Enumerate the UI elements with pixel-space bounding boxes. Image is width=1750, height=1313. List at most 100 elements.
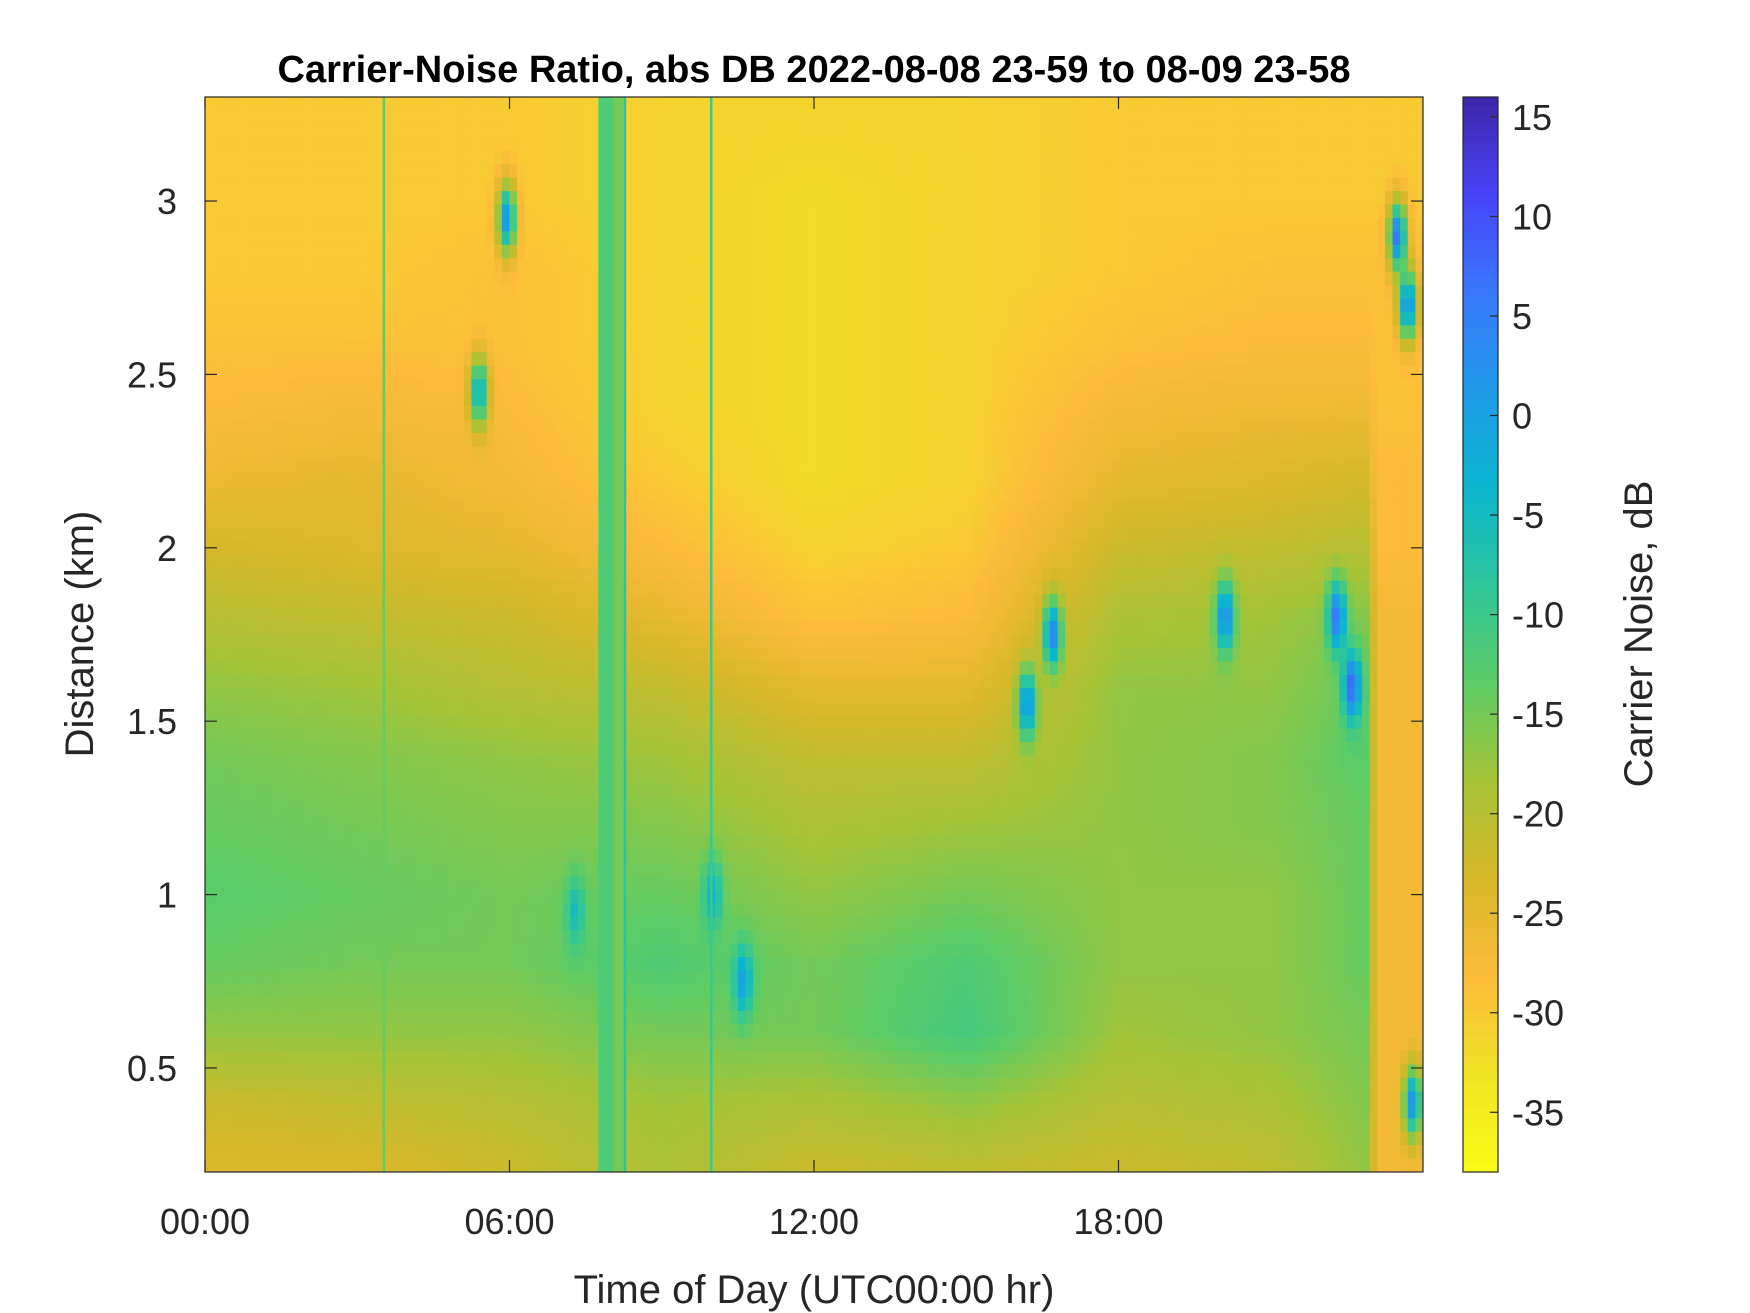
heatmap-cell (509, 177, 518, 192)
heatmap-cell (395, 379, 404, 394)
heatmap-cell (539, 164, 549, 179)
heatmap-cell (753, 123, 762, 138)
heatmap-cell (699, 338, 709, 353)
heatmap-cell (410, 217, 419, 232)
heatmap-cell (1004, 191, 1013, 206)
heatmap-cell (570, 500, 579, 515)
heatmap-cell (326, 406, 336, 421)
heatmap-cell (296, 500, 305, 515)
heatmap-cell (479, 513, 488, 528)
heatmap-cell (1103, 406, 1112, 421)
heatmap-cell (1171, 150, 1180, 165)
heatmap-cell (418, 191, 427, 206)
heatmap-cell (486, 459, 495, 474)
heatmap-cell (547, 204, 556, 219)
heatmap-cell (532, 285, 541, 300)
heatmap-cell (1133, 164, 1142, 179)
heatmap-cell (867, 338, 876, 353)
heatmap-cell (638, 150, 648, 165)
heatmap-cell (821, 473, 830, 488)
heatmap-cell (844, 338, 853, 353)
heatmap-cell (1263, 271, 1272, 286)
heatmap-cell (867, 325, 876, 340)
heatmap-cell (912, 231, 922, 246)
heatmap-cell (585, 164, 594, 179)
heatmap-cell (562, 97, 571, 112)
heatmap-cell (402, 312, 412, 327)
heatmap-cell (715, 231, 724, 246)
heatmap-cell (486, 338, 495, 353)
heatmap-cell (783, 137, 792, 152)
heatmap-cell (1118, 258, 1127, 273)
heatmap-cell (494, 231, 503, 246)
heatmap-cell (836, 365, 846, 380)
heatmap-cell (250, 432, 259, 447)
heatmap-cell (1407, 150, 1416, 165)
heatmap-cell (1187, 177, 1196, 192)
heatmap-cell (1263, 432, 1272, 447)
heatmap-cell (890, 459, 899, 474)
heatmap-cell (1049, 258, 1059, 273)
heatmap-cell (753, 392, 762, 407)
heatmap-cell (1308, 231, 1318, 246)
heatmap-cell (669, 191, 678, 206)
heatmap-cell (395, 513, 404, 528)
heatmap-cell (593, 446, 602, 461)
heatmap-cell (737, 432, 747, 447)
heatmap-cell (1004, 244, 1013, 259)
heatmap-cell (1171, 110, 1180, 125)
heatmap-cell (1225, 459, 1234, 474)
heatmap-cell (1103, 137, 1112, 152)
heatmap-cell (1293, 312, 1302, 327)
heatmap-cell (372, 500, 381, 515)
heatmap-cell (402, 258, 412, 273)
heatmap-cell (882, 325, 891, 340)
heatmap-cell (364, 97, 374, 112)
heatmap-cell (1148, 312, 1158, 327)
heatmap-cell (418, 298, 427, 313)
heatmap-cell (570, 110, 579, 125)
heatmap-cell (1384, 325, 1394, 340)
heatmap-cell (973, 432, 983, 447)
heatmap-cell (258, 110, 267, 125)
heatmap-cell (517, 110, 526, 125)
heatmap-cell (1270, 352, 1279, 367)
heatmap-cell (753, 244, 762, 259)
heatmap-cell (539, 352, 549, 367)
heatmap-cell (326, 217, 336, 232)
heatmap-cell (844, 312, 853, 327)
heatmap-cell (791, 406, 800, 421)
heatmap-cell (288, 338, 297, 353)
heatmap-cell (273, 379, 282, 394)
heatmap-cell (1133, 325, 1142, 340)
heatmap-cell (737, 446, 747, 461)
heatmap-cell (821, 150, 830, 165)
heatmap-cell (585, 150, 594, 165)
heatmap-cell (1004, 150, 1013, 165)
heatmap-cell (692, 500, 701, 515)
heatmap-cell (509, 338, 518, 353)
heatmap-cell (882, 164, 891, 179)
heatmap-cell (303, 191, 313, 206)
heatmap-cell (258, 271, 267, 286)
heatmap-cell (905, 432, 914, 447)
heatmap-cell (539, 191, 549, 206)
heatmap-cell (867, 486, 876, 501)
heatmap-cell (1308, 258, 1318, 273)
heatmap-cell (654, 432, 663, 447)
heatmap-cell (1240, 217, 1249, 232)
heatmap-cell (844, 379, 853, 394)
heatmap-cell (456, 97, 465, 112)
heatmap-cell (768, 365, 777, 380)
heatmap-cell (524, 379, 533, 394)
heatmap-cell (448, 271, 457, 286)
heatmap-cell (402, 123, 412, 138)
heatmap-cell (425, 191, 434, 206)
heatmap-cell (265, 312, 275, 327)
heatmap-cell (509, 164, 518, 179)
heatmap-cell (745, 177, 754, 192)
heatmap-cell (1148, 110, 1158, 125)
heatmap-cell (791, 459, 800, 474)
heatmap-cell (1133, 459, 1142, 474)
heatmap-cell (227, 231, 237, 246)
